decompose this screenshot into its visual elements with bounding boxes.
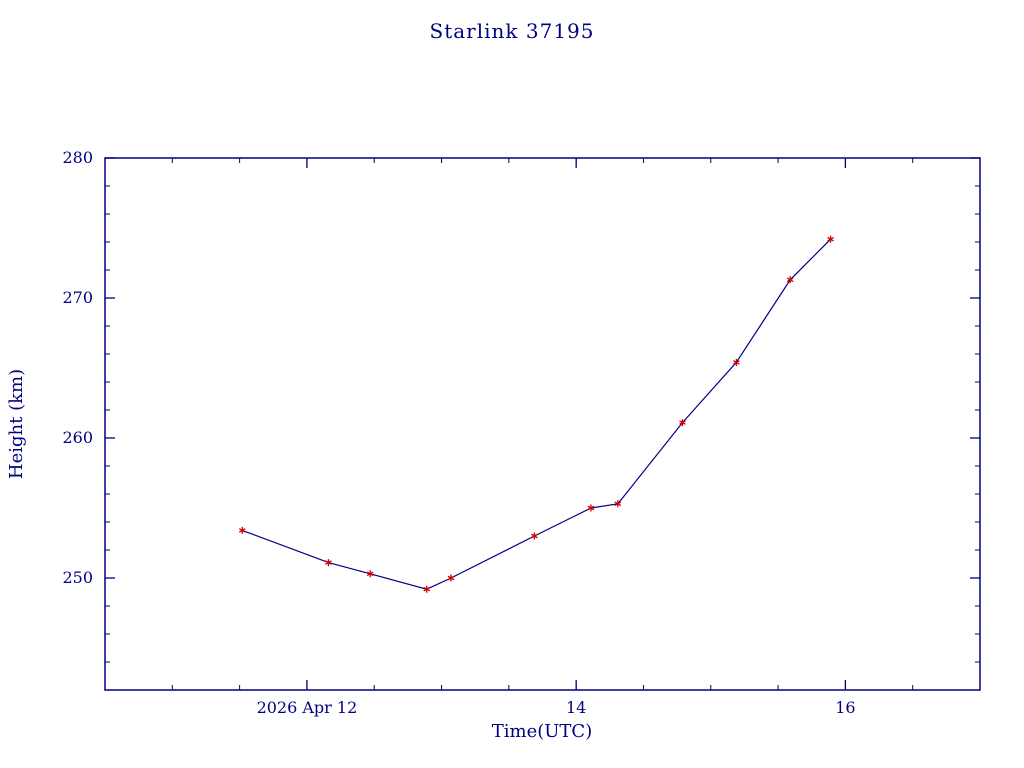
data-point-marker bbox=[679, 419, 686, 427]
data-point-marker bbox=[786, 276, 794, 284]
data-point-marker bbox=[366, 570, 374, 578]
data-point-marker bbox=[732, 358, 740, 366]
y-axis-label: Height (km) bbox=[6, 369, 27, 479]
x-tick-label: 14 bbox=[566, 698, 586, 717]
chart-title: Starlink 37195 bbox=[430, 19, 595, 43]
y-tick-label: 260 bbox=[62, 428, 93, 447]
data-point-marker bbox=[447, 574, 455, 582]
data-point-marker bbox=[587, 504, 595, 512]
data-point-marker bbox=[423, 585, 431, 593]
data-point-marker bbox=[238, 526, 246, 534]
y-tick-label: 270 bbox=[62, 288, 93, 307]
plot-area: 2026 Apr 12 14 16 250 260 270 280 bbox=[62, 148, 981, 717]
data-point-marker bbox=[531, 532, 538, 540]
x-axis-label: Time(UTC) bbox=[492, 721, 592, 742]
height-series-line bbox=[242, 238, 832, 590]
y-tick-label: 280 bbox=[62, 148, 93, 167]
x-tick-label: 2026 Apr 12 bbox=[257, 698, 358, 717]
data-point-marker bbox=[827, 235, 834, 243]
x-tick-label: 16 bbox=[835, 698, 855, 717]
data-point-marker bbox=[325, 559, 332, 567]
data-point-marker bbox=[614, 500, 622, 508]
y-tick-label: 250 bbox=[62, 568, 93, 587]
plot-frame bbox=[104, 157, 981, 691]
